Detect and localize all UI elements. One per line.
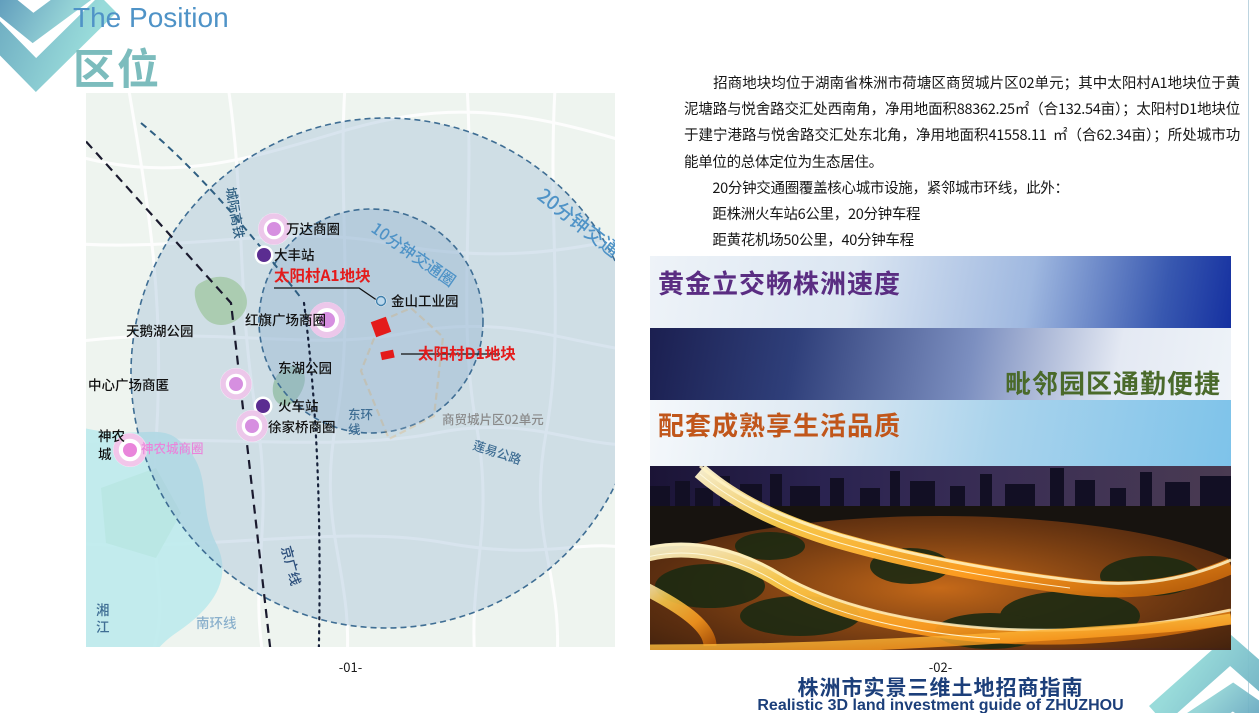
svg-text:火车站: 火车站 bbox=[278, 395, 319, 415]
svg-text:万达商圈: 万达商圈 bbox=[286, 218, 340, 238]
svg-text:城: 城 bbox=[98, 443, 112, 463]
svg-text:东湖公园: 东湖公园 bbox=[278, 357, 332, 377]
svg-text:红旗广场商圈: 红旗广场商圈 bbox=[245, 309, 326, 329]
svg-text:天鹅湖公园: 天鹅湖公园 bbox=[126, 320, 194, 340]
svg-text:大丰站: 大丰站 bbox=[274, 244, 315, 264]
svg-text:商贸城片区02单元: 商贸城片区02单元 bbox=[442, 409, 544, 428]
svg-text:金山工业园: 金山工业园 bbox=[391, 290, 459, 310]
svg-text:线: 线 bbox=[348, 419, 361, 438]
svg-text:神农: 神农 bbox=[98, 425, 125, 445]
svg-text:南环线: 南环线 bbox=[196, 612, 237, 632]
svg-text:中心广场商匿: 中心广场商匿 bbox=[88, 374, 169, 394]
svg-text:江: 江 bbox=[96, 616, 110, 636]
svg-text:神农城商圈: 神农城商圈 bbox=[141, 438, 204, 457]
svg-text:徐家桥商圈: 徐家桥商圈 bbox=[268, 416, 336, 436]
svg-text:太阳村D1地块: 太阳村D1地块 bbox=[418, 342, 516, 364]
svg-text:太阳村A1地块: 太阳村A1地块 bbox=[274, 264, 371, 286]
